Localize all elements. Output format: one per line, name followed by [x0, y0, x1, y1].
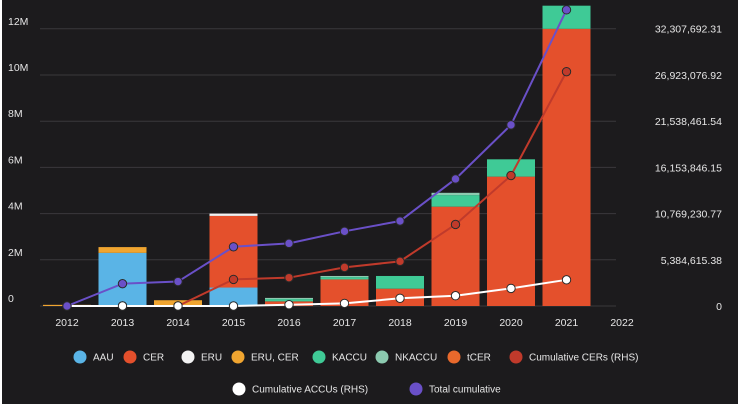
y-right-tick-label: 0 — [716, 301, 722, 313]
legend-label: Cumulative CERs (RHS) — [529, 353, 638, 364]
legend-label: NKACCU — [395, 353, 437, 364]
series-point — [450, 219, 461, 230]
y-left-tick-label: 4M — [8, 201, 23, 213]
series-point — [395, 293, 405, 303]
bar-segment — [431, 192, 480, 196]
series-point — [339, 226, 350, 237]
legend-marker — [509, 350, 523, 364]
bar-segment — [376, 275, 424, 289]
legend-label: AAU — [93, 353, 114, 364]
x-tick-label: 2018 — [388, 317, 412, 329]
series-point — [284, 238, 294, 249]
series-point — [561, 66, 572, 77]
y-right-tick-label: 21,538,461.54 — [655, 116, 722, 128]
y-left-tick-label: 8M — [8, 108, 23, 120]
series-line — [66, 9, 568, 307]
x-tick-label: 2017 — [333, 317, 357, 329]
axes: 0 2M 4M 6M 8M 10M 12M 0 5,384,615.38 10,769,230.7… — [8, 16, 722, 329]
series-point — [62, 301, 72, 311]
y-right-tick-label: 32,307,692.31 — [655, 24, 722, 36]
bar-segment — [209, 287, 258, 306]
series-point — [117, 301, 128, 311]
y-left-tick-label: 10M — [8, 62, 28, 74]
series-point — [284, 300, 294, 310]
y-right-tick-label: 16,153,846.15 — [655, 162, 722, 174]
bar-segment — [320, 275, 369, 278]
bar-segment — [209, 213, 258, 216]
cumulative-lines — [62, 5, 572, 311]
y-left-tick-label: 0 — [8, 293, 14, 305]
legend-marker — [375, 350, 389, 364]
legend-marker — [123, 350, 137, 364]
legend-label: CER — [143, 353, 164, 364]
series-point — [506, 283, 516, 294]
series-point — [561, 5, 572, 15]
series-line — [67, 278, 567, 307]
bar-segment — [320, 277, 369, 280]
series-point — [450, 290, 461, 301]
legend-label: KACCU — [332, 353, 367, 364]
bar-segment — [542, 5, 591, 29]
y-left-tick-label: 6M — [8, 154, 23, 166]
legend-marker — [232, 382, 246, 396]
series-point — [228, 274, 239, 285]
y-left-tick-label: 2M — [8, 247, 23, 259]
y-right-tick-label: 10,769,230.77 — [655, 209, 722, 221]
x-tick-label: 2022 — [610, 317, 634, 329]
legend-marker — [231, 350, 245, 364]
x-tick-label: 2014 — [166, 317, 190, 329]
legend-label: ERU — [201, 353, 222, 364]
bar-segment — [265, 297, 313, 300]
series-point — [117, 278, 128, 289]
legend-label: Cumulative ACCUs (RHS) — [252, 385, 368, 396]
series-point — [395, 216, 405, 226]
x-tick-label: 2021 — [555, 317, 579, 329]
legend-marker — [447, 350, 461, 364]
legend-marker — [409, 382, 423, 396]
legend-label: tCER — [467, 353, 491, 364]
x-tick-label: 2012 — [55, 317, 79, 329]
series-point — [228, 242, 239, 252]
series-point — [173, 276, 183, 287]
series-point — [284, 272, 294, 283]
series-point — [506, 120, 516, 130]
x-tick-label: 2016 — [277, 317, 301, 329]
x-tick-label: 2013 — [111, 317, 135, 329]
legend-marker — [73, 350, 87, 364]
y-right-tick-label: 5,384,615.38 — [661, 255, 722, 267]
legend: AAU CER ERU ERU, CER KACCU NKACCU tCER Cumulati… — [73, 350, 638, 396]
series-point — [561, 275, 572, 285]
bar-segment — [487, 159, 535, 177]
bar-segment — [431, 195, 480, 207]
legend-label: ERU, CER — [251, 353, 299, 364]
series-point — [450, 174, 461, 184]
series-point — [173, 301, 183, 311]
series-point — [395, 256, 405, 267]
legend-label: Total cumulative — [429, 385, 501, 396]
bar-segment — [98, 247, 147, 253]
legend-marker — [181, 350, 195, 364]
x-tick-label: 2019 — [444, 317, 468, 329]
series-point — [228, 301, 239, 311]
series-point — [339, 262, 350, 273]
y-left-tick-label: 12M — [8, 16, 28, 28]
legend-marker — [312, 350, 326, 364]
y-right-tick-label: 26,923,076.92 — [655, 70, 722, 82]
x-tick-label: 2020 — [499, 317, 523, 329]
x-tick-label: 2015 — [222, 317, 246, 329]
series-point — [339, 298, 350, 309]
series-point — [506, 170, 516, 181]
